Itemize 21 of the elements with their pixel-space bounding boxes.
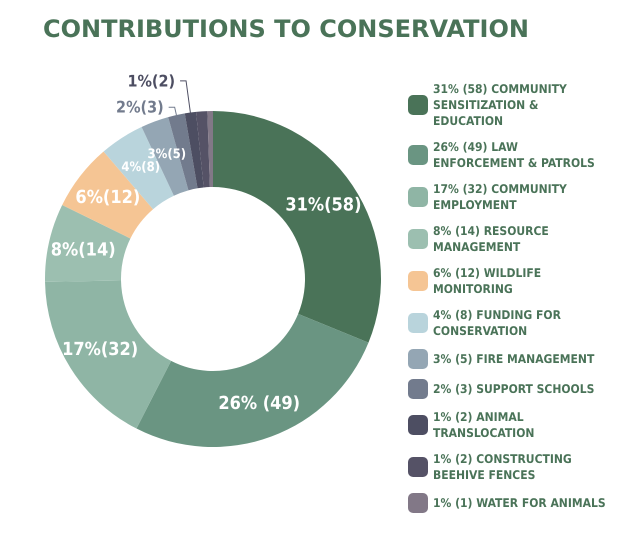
legend-label: 4% (8) FUNDING FOR CONSERVATION xyxy=(433,308,565,338)
legend-label: 1% (2) ANIMAL TRANSLOCATION xyxy=(433,410,534,440)
legend-label: 6% (12) WILDLIFE MONITORING xyxy=(433,266,545,296)
legend-label: 1% (2) CONSTRUCTING BEEHIVE FENCES xyxy=(433,452,576,482)
legend-label: 17% (32) COMMUNITY EMPLOYMENT xyxy=(433,182,571,212)
data-label: 26% (49) xyxy=(218,393,300,414)
data-label: 17%(32) xyxy=(62,338,138,360)
data-label: 2%(3) xyxy=(116,98,164,117)
data-label: 1%(2) xyxy=(127,71,176,90)
legend-label: 2% (3) SUPPORT SCHOOLS xyxy=(433,382,594,396)
legend-label: 26% (49) LAW ENFORCEMENT & PATROLS xyxy=(433,140,595,170)
data-label: 6%(12) xyxy=(75,187,140,208)
data-label: 4%(8) xyxy=(121,160,160,175)
legend-label: 8% (14) RESOURCE MANAGEMENT xyxy=(433,224,553,254)
data-label: 31%(58) xyxy=(285,194,362,216)
data-label: 3%(5) xyxy=(147,146,186,162)
legend-label: 31% (58) COMMUNITY SENSITIZATION & EDUCATION xyxy=(433,82,571,128)
data-label: 8%(14) xyxy=(50,240,116,261)
legend-label: 1% (1) WATER FOR ANIMALS xyxy=(433,496,606,510)
legend-label: 3% (5) FIRE MANAGEMENT xyxy=(433,352,595,366)
chart-title: CONTRIBUTIONS TO CONSERVATION xyxy=(43,15,529,43)
